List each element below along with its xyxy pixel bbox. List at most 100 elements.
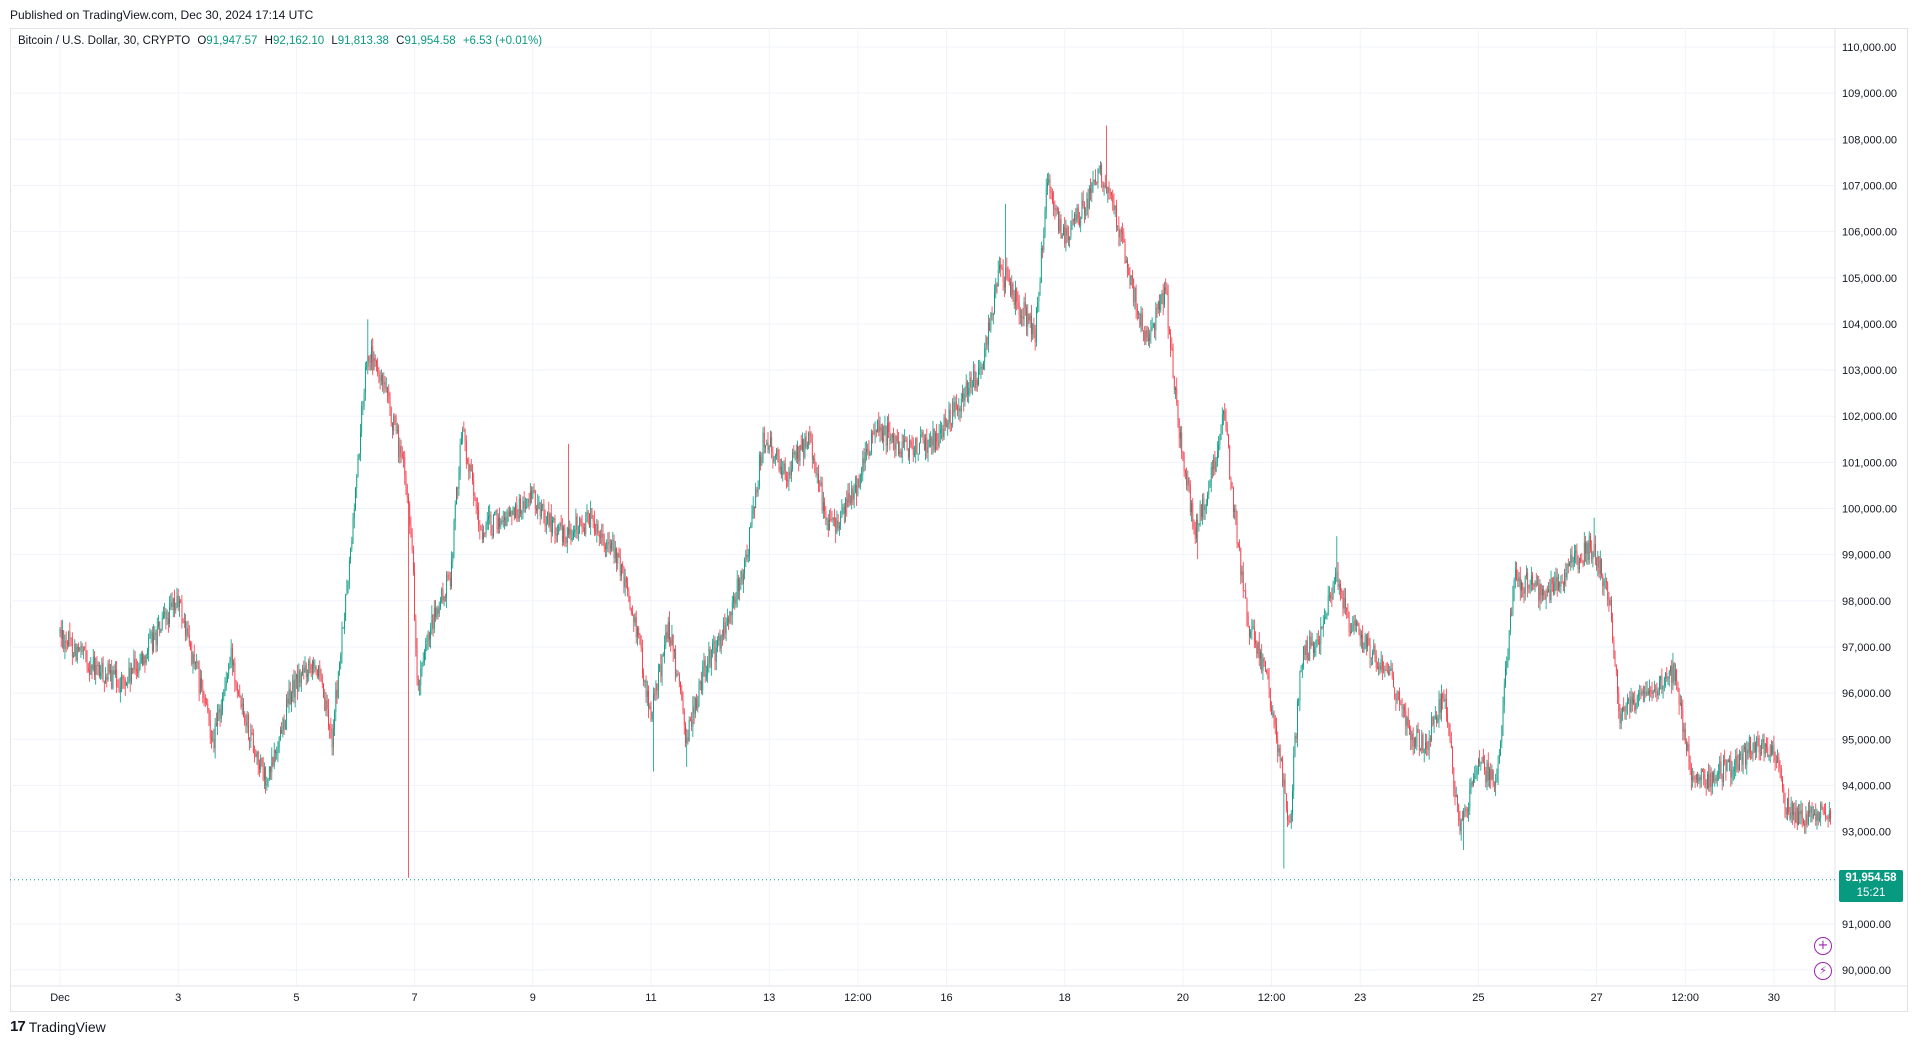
candle-body xyxy=(1819,818,1820,820)
candle-body xyxy=(1612,620,1614,641)
candle-body xyxy=(1564,572,1566,585)
candle-body xyxy=(818,474,819,484)
candle-body xyxy=(1673,663,1675,681)
candle-body xyxy=(595,531,597,533)
candle-body xyxy=(1434,716,1436,718)
candle-body xyxy=(411,533,413,550)
candle-body xyxy=(729,612,731,623)
candle-body xyxy=(282,719,284,734)
candle-body xyxy=(396,429,398,432)
candle-body xyxy=(1796,808,1798,825)
candle-body xyxy=(706,674,707,677)
candle-body xyxy=(1381,659,1383,670)
candle-body xyxy=(1212,467,1213,470)
candle-body xyxy=(505,517,507,526)
candle-body xyxy=(1402,707,1404,709)
candle-body xyxy=(270,766,271,773)
candle-body xyxy=(1496,776,1498,781)
candle-body xyxy=(1224,410,1226,420)
candle-body xyxy=(701,681,702,691)
candle-body xyxy=(698,683,700,701)
candle-body xyxy=(549,513,551,526)
candle-body xyxy=(122,675,124,680)
price-chart[interactable]: 110,000.00109,000.00108,000.00107,000.00… xyxy=(10,28,1908,1012)
candle-body xyxy=(1718,773,1719,775)
candle-body xyxy=(653,694,654,713)
candle-body xyxy=(1668,671,1670,679)
candle-body xyxy=(495,510,497,512)
candle-body xyxy=(1138,314,1140,315)
candle-body xyxy=(634,617,636,623)
candle-body xyxy=(429,632,430,640)
candle-body xyxy=(1063,226,1064,235)
candle-body xyxy=(246,715,248,727)
candle-body xyxy=(874,430,876,435)
candle-body xyxy=(224,686,226,692)
candle-body xyxy=(1026,308,1027,327)
candle-body xyxy=(832,517,834,520)
candle-body xyxy=(1548,589,1550,593)
candle-body xyxy=(1660,675,1662,681)
candle-body xyxy=(241,703,243,707)
candle-body xyxy=(1688,744,1690,763)
candle-body xyxy=(928,438,930,448)
candle-body xyxy=(1426,742,1428,750)
candle-body xyxy=(573,532,574,538)
candle-body xyxy=(158,622,159,627)
candle-body xyxy=(477,507,478,510)
candle-body xyxy=(412,549,414,573)
candle-body xyxy=(117,686,119,688)
candle-body xyxy=(618,553,620,557)
candle-body xyxy=(1519,577,1521,591)
candle-body xyxy=(1052,192,1053,202)
candle-body xyxy=(90,665,92,675)
candle-body xyxy=(261,758,263,762)
candle-body xyxy=(1263,658,1265,661)
candle-body xyxy=(1676,670,1678,682)
candle-body xyxy=(1764,743,1766,754)
candle-body xyxy=(1577,560,1579,570)
candle-body xyxy=(719,635,721,649)
candle-body xyxy=(1132,275,1133,279)
candle-body xyxy=(1133,278,1135,302)
candle-body xyxy=(108,663,110,673)
candle-body xyxy=(1311,642,1313,646)
candle-body xyxy=(1149,333,1151,342)
candle-body xyxy=(431,614,433,630)
candle-body xyxy=(981,366,983,369)
price-tick-label: 105,000.00 xyxy=(1842,273,1897,285)
candle-body xyxy=(1097,170,1099,183)
candle-body xyxy=(1537,584,1538,586)
symbol-name[interactable]: Bitcoin / U.S. Dollar, 30, CRYPTO xyxy=(18,35,191,47)
candle-body xyxy=(1569,562,1570,567)
candle-body xyxy=(236,683,238,692)
candle-body xyxy=(816,474,818,476)
candle-body xyxy=(859,475,861,488)
candle-body xyxy=(532,490,534,499)
candle-body xyxy=(672,634,674,652)
candle-body xyxy=(1624,710,1626,712)
candle-body xyxy=(593,521,595,532)
candle-body xyxy=(176,595,178,608)
candle-body xyxy=(1826,816,1828,818)
candle-body xyxy=(861,475,862,476)
candle-body xyxy=(1503,684,1505,706)
candle-body xyxy=(416,648,418,679)
tradingview-logo[interactable]: 17 TradingView xyxy=(10,1018,106,1035)
candle-body xyxy=(1590,535,1591,549)
plus-circle-icon[interactable]: + xyxy=(1814,937,1832,955)
candle-body xyxy=(1251,628,1253,632)
candle-body xyxy=(757,486,759,493)
candle-body xyxy=(926,437,928,453)
candle-body xyxy=(1213,457,1215,470)
candle-body xyxy=(1209,481,1211,488)
candle-body xyxy=(65,640,67,643)
candle-body xyxy=(1806,813,1808,825)
candle-body xyxy=(1295,736,1297,739)
candle-body xyxy=(1234,508,1236,513)
candle-body xyxy=(458,475,460,489)
candle-body xyxy=(102,663,104,682)
candle-body xyxy=(936,433,938,442)
lightning-icon[interactable]: ⚡ xyxy=(1814,962,1832,980)
candle-body xyxy=(1017,301,1019,304)
